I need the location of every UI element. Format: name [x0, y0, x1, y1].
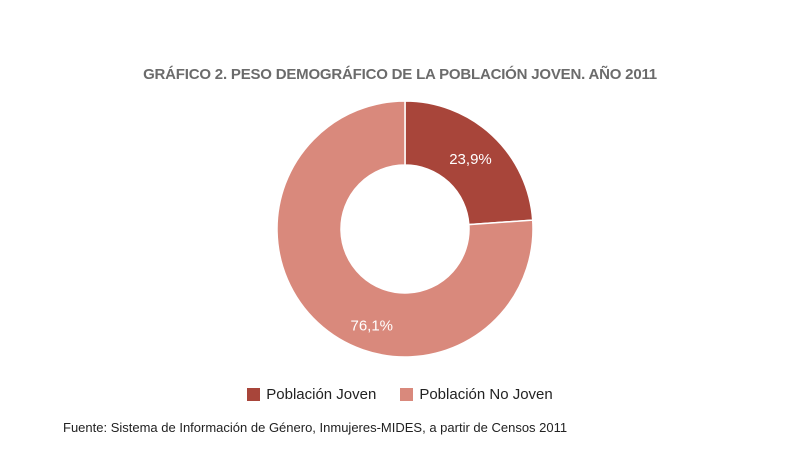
legend-label-poblacion-joven: Población Joven: [266, 386, 377, 403]
chart-title: GRÁFICO 2. PESO DEMOGRÁFICO DE LA POBLAC…: [143, 66, 657, 83]
legend-label-poblacion-no-joven: Población No Joven: [419, 386, 553, 403]
legend-item-poblacion-no-joven: Población No Joven: [400, 386, 553, 403]
slice-poblacion-no-joven: [276, 100, 534, 358]
source-note: Fuente: Sistema de Información de Género…: [63, 420, 568, 435]
data-label-poblacion-no-joven: 76,1%: [350, 317, 393, 334]
legend-swatch-poblacion-no-joven: [400, 388, 414, 401]
legend-swatch-poblacion-joven: [247, 388, 261, 401]
data-label-poblacion-joven: 23,9%: [449, 151, 492, 168]
legend: Población Joven Población No Joven: [0, 386, 800, 403]
legend-item-poblacion-joven: Población Joven: [247, 386, 376, 403]
slice-poblacion-joven: [404, 100, 534, 226]
